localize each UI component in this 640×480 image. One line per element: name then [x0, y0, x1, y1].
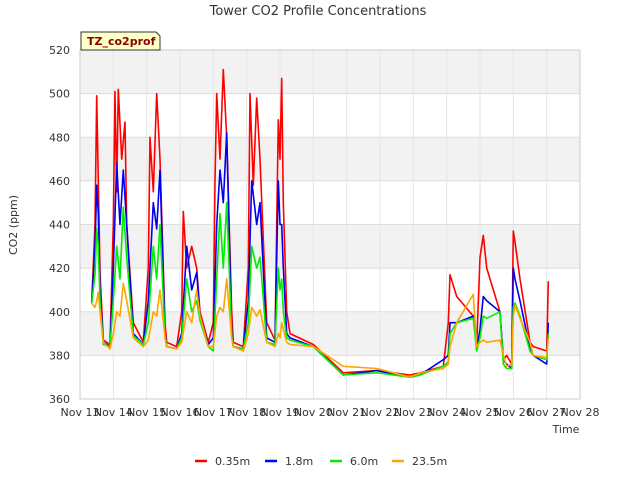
x-tick-label: Nov 24	[427, 406, 466, 419]
x-axis-label: Time	[552, 423, 580, 436]
y-tick-label: 400	[49, 306, 70, 319]
y-tick-label: 520	[49, 44, 70, 57]
legend: 0.35m 1.8m 6.0m 23.5m	[195, 455, 447, 468]
legend-label: 23.5m	[412, 455, 447, 468]
y-tick-label: 460	[49, 175, 70, 188]
site-badge-box	[80, 31, 161, 51]
y-tick-label: 380	[49, 349, 70, 362]
x-tick-label: Nov 13	[61, 406, 100, 419]
x-tick-label: Nov 27	[527, 406, 566, 419]
y-tick-label: 500	[49, 88, 70, 101]
x-tick-label: Nov 14	[94, 406, 133, 419]
series-lines	[90, 68, 550, 379]
site-badge: TZ_co2prof	[80, 31, 161, 51]
y-tick-label: 360	[49, 393, 70, 406]
series-line-6.0m	[90, 201, 550, 379]
plot-frame	[79, 49, 581, 400]
x-tick-label: Nov 22	[361, 406, 400, 419]
series-line-23.5m	[91, 278, 550, 379]
y-axis-label: CO2 (ppm)	[7, 195, 20, 255]
x-tick-label: Nov 20	[294, 406, 333, 419]
y-tick-label: 480	[49, 131, 70, 144]
y-axis-ticks: 360 380 400 420 440 460 480 500 520	[49, 44, 70, 406]
site-badge-text: TZ_co2prof	[87, 35, 156, 48]
x-tick-label: Nov 18	[227, 406, 266, 419]
chart-title: Tower CO2 Profile Concentrations	[209, 4, 427, 19]
y-tick-label: 440	[49, 219, 70, 232]
legend-label: 1.8m	[285, 455, 313, 468]
x-tick-label: Nov 26	[494, 406, 533, 419]
x-tick-label: Nov 25	[461, 406, 500, 419]
y-tick-label: 420	[49, 262, 70, 275]
x-tick-label: Nov 16	[161, 406, 200, 419]
x-tick-label: Nov 23	[394, 406, 433, 419]
x-tick-label: Nov 17	[194, 406, 233, 419]
x-tick-label: Nov 21	[327, 406, 366, 419]
plot-band	[80, 50, 580, 94]
x-tick-label: Nov 28	[561, 406, 600, 419]
legend-label: 6.0m	[350, 455, 378, 468]
legend-label: 0.35m	[215, 455, 250, 468]
x-tick-label: Nov 19	[261, 406, 300, 419]
plot-band	[80, 311, 580, 356]
plot-band	[80, 137, 580, 181]
x-tick-label: Nov 15	[127, 406, 166, 419]
